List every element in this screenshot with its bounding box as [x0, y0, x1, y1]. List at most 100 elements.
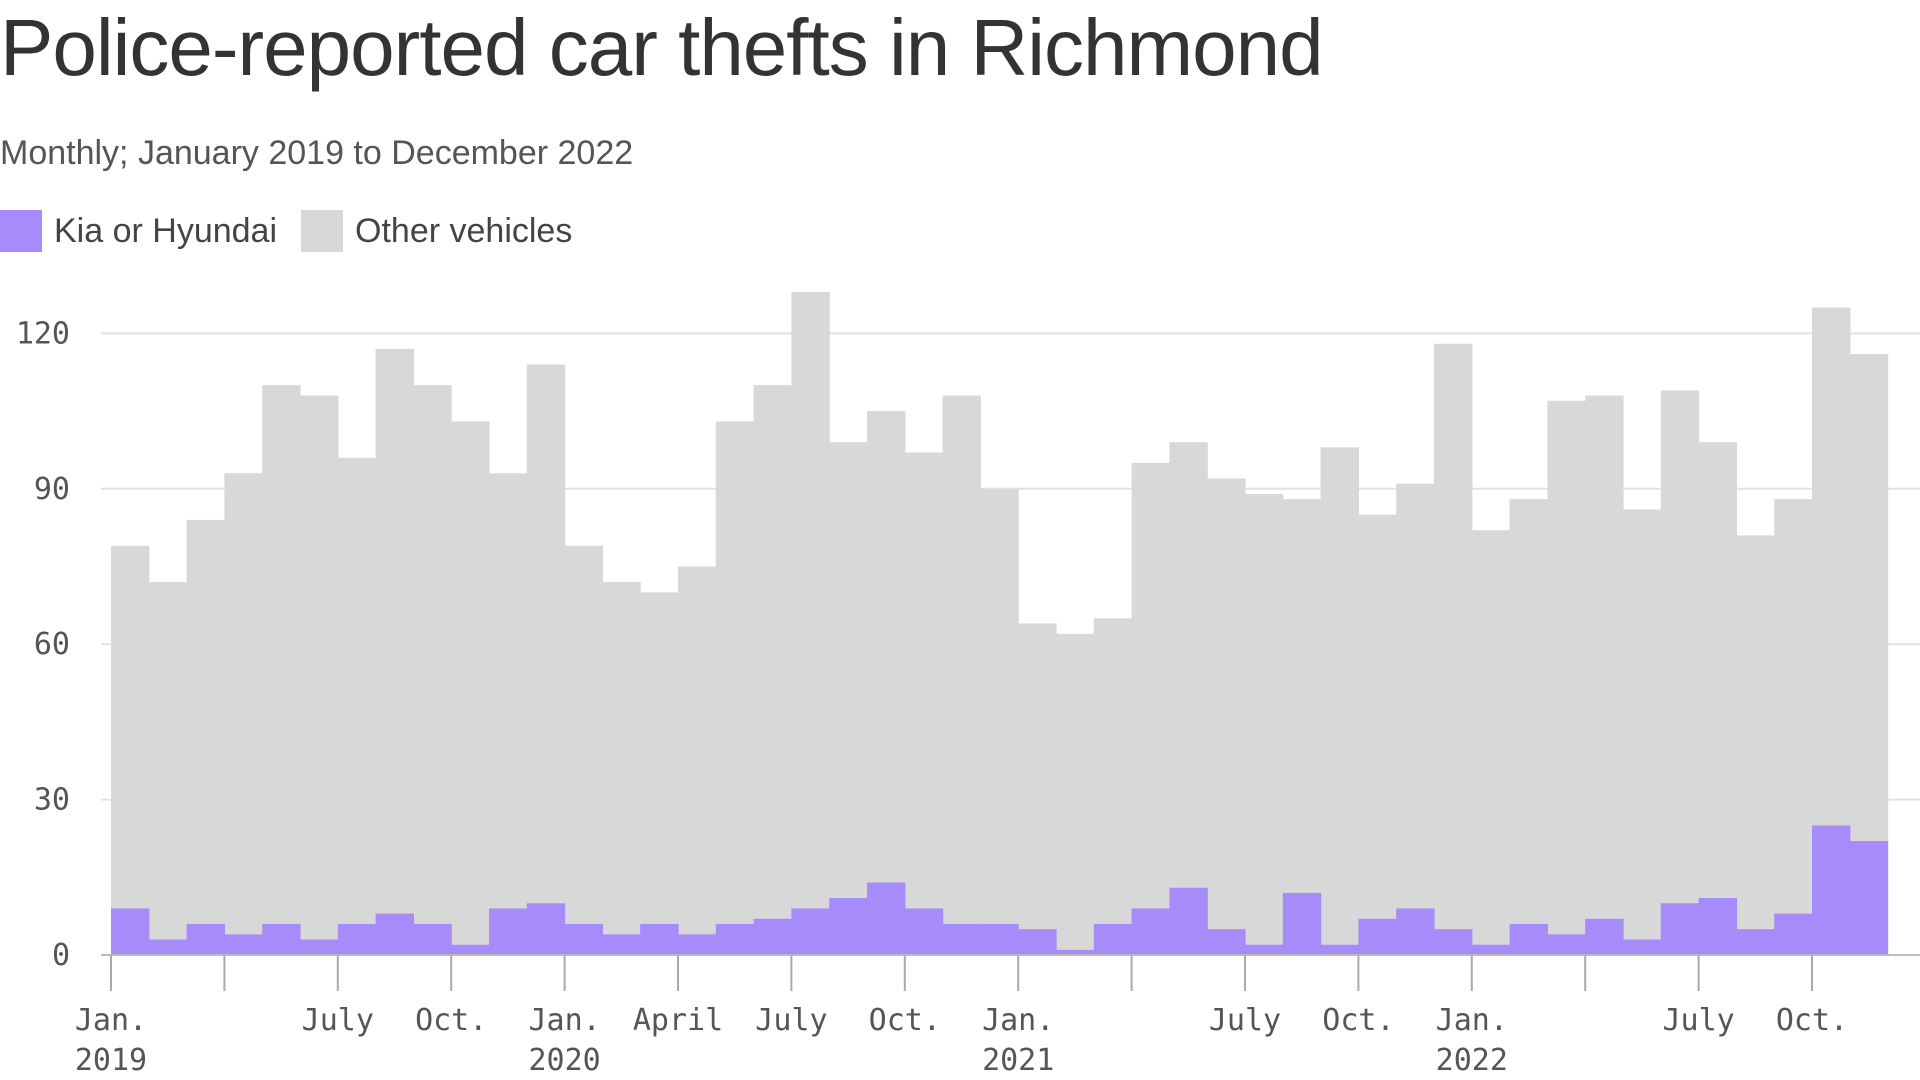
- bar-other-vehicles: [375, 348, 414, 914]
- x-tick-label: Jan.: [75, 1003, 147, 1038]
- bar-other-vehicles: [1396, 483, 1435, 909]
- bar-other-vehicles: [1849, 354, 1889, 842]
- y-tick-label: 0: [52, 938, 70, 973]
- x-tick-label: Oct.: [415, 1003, 487, 1038]
- bar-kia-hyundai: [300, 939, 339, 955]
- bar-kia-hyundai: [1358, 918, 1397, 955]
- bar-kia-hyundai: [1660, 903, 1700, 955]
- bar-other-vehicles: [715, 421, 755, 924]
- bar-other-vehicles: [526, 364, 566, 904]
- bar-kia-hyundai: [1093, 923, 1133, 955]
- bar-other-vehicles: [1471, 530, 1511, 945]
- bar-kia-hyundai: [1434, 929, 1473, 955]
- bar-other-vehicles: [224, 473, 263, 935]
- bar-other-vehicles: [753, 385, 792, 919]
- legend: Kia or Hyundai Other vehicles: [0, 210, 596, 252]
- bar-kia-hyundai: [867, 882, 906, 955]
- bar-other-vehicles: [564, 545, 603, 924]
- bar-other-vehicles: [791, 291, 830, 909]
- bar-other-vehicles: [1131, 462, 1170, 909]
- bar-other-vehicles: [1547, 400, 1586, 935]
- bar-other-vehicles: [1736, 535, 1775, 930]
- bar-kia-hyundai: [1207, 929, 1246, 955]
- legend-item-kia-hyundai: Kia or Hyundai: [0, 210, 277, 252]
- x-tick-label: July: [1209, 1003, 1281, 1038]
- x-tick-label: Oct.: [1322, 1003, 1394, 1038]
- bar-kia-hyundai: [1131, 908, 1170, 955]
- bar-kia-hyundai: [186, 923, 225, 955]
- bar-other-vehicles: [300, 395, 339, 940]
- bar-other-vehicles: [1245, 493, 1284, 945]
- bar-kia-hyundai: [337, 923, 377, 955]
- bar-kia-hyundai: [980, 923, 1019, 955]
- bar-kia-hyundai: [829, 898, 868, 955]
- bar-other-vehicles: [413, 385, 452, 924]
- bar-other-vehicles: [1320, 447, 1359, 945]
- bar-kia-hyundai: [942, 923, 981, 955]
- bar-kia-hyundai: [1774, 913, 1813, 955]
- x-tick-year-label: 2020: [528, 1043, 600, 1078]
- bar-other-vehicles: [867, 411, 906, 883]
- bar-other-vehicles: [337, 457, 377, 924]
- bar-kia-hyundai: [1056, 949, 1095, 955]
- bar-kia-hyundai: [1396, 908, 1435, 955]
- bar-other-vehicles: [1774, 499, 1813, 914]
- legend-swatch-other-vehicles: [301, 210, 344, 252]
- x-tick-year-label: 2019: [75, 1043, 147, 1078]
- x-tick-label: July: [755, 1003, 827, 1038]
- bar-kia-hyundai: [564, 923, 603, 955]
- bar-other-vehicles: [1812, 307, 1851, 826]
- bar-kia-hyundai: [1282, 892, 1322, 955]
- bar-kia-hyundai: [111, 908, 150, 955]
- bar-other-vehicles: [186, 519, 225, 924]
- bar-kia-hyundai: [1698, 898, 1737, 955]
- bar-other-vehicles: [1207, 478, 1246, 930]
- bar-other-vehicles: [1056, 633, 1095, 950]
- bar-other-vehicles: [1358, 514, 1397, 919]
- bar-other-vehicles: [829, 442, 868, 899]
- bar-kia-hyundai: [715, 923, 755, 955]
- bar-kia-hyundai: [375, 913, 414, 955]
- bar-kia-hyundai: [1509, 923, 1548, 955]
- bar-kia-hyundai: [602, 934, 641, 955]
- x-tick-label: July: [1662, 1003, 1734, 1038]
- x-tick-label: April: [633, 1003, 723, 1038]
- bar-kia-hyundai: [262, 923, 301, 955]
- bar-other-vehicles: [942, 395, 981, 924]
- bar-other-vehicles: [602, 582, 641, 935]
- bar-other-vehicles: [1434, 343, 1473, 930]
- bar-other-vehicles: [640, 592, 679, 924]
- bar-kia-hyundai: [224, 934, 263, 955]
- legend-swatch-kia-hyundai: [0, 210, 42, 252]
- y-tick-label: 60: [34, 627, 70, 662]
- bar-other-vehicles: [1698, 442, 1737, 899]
- bar-kia-hyundai: [904, 908, 944, 955]
- bar-kia-hyundai: [1585, 918, 1624, 955]
- bar-other-vehicles: [1093, 618, 1133, 924]
- legend-item-other-vehicles: Other vehicles: [301, 210, 572, 252]
- bar-other-vehicles: [1585, 395, 1624, 919]
- bar-kia-hyundai: [791, 908, 830, 955]
- y-tick-label: 30: [34, 783, 70, 818]
- chart-title: Police-reported car thefts in Richmond: [0, 3, 1324, 92]
- bar-kia-hyundai: [1849, 841, 1889, 955]
- bar-other-vehicles: [904, 452, 944, 909]
- bar-kia-hyundai: [1245, 944, 1284, 955]
- bar-kia-hyundai: [1169, 887, 1208, 955]
- bar-other-vehicles: [1623, 509, 1662, 940]
- bar-kia-hyundai: [1812, 825, 1851, 955]
- bar-kia-hyundai: [451, 944, 490, 955]
- bar-kia-hyundai: [1547, 934, 1586, 955]
- bar-other-vehicles: [451, 421, 490, 945]
- bar-other-vehicles: [678, 566, 717, 935]
- bar-kia-hyundai: [1736, 929, 1775, 955]
- bar-other-vehicles: [1169, 442, 1208, 888]
- bar-kia-hyundai: [148, 939, 188, 955]
- bar-other-vehicles: [1018, 623, 1057, 930]
- x-tick-label: Jan.: [982, 1003, 1054, 1038]
- bar-kia-hyundai: [1320, 944, 1359, 955]
- bar-kia-hyundai: [413, 923, 452, 955]
- bar-other-vehicles: [148, 582, 188, 940]
